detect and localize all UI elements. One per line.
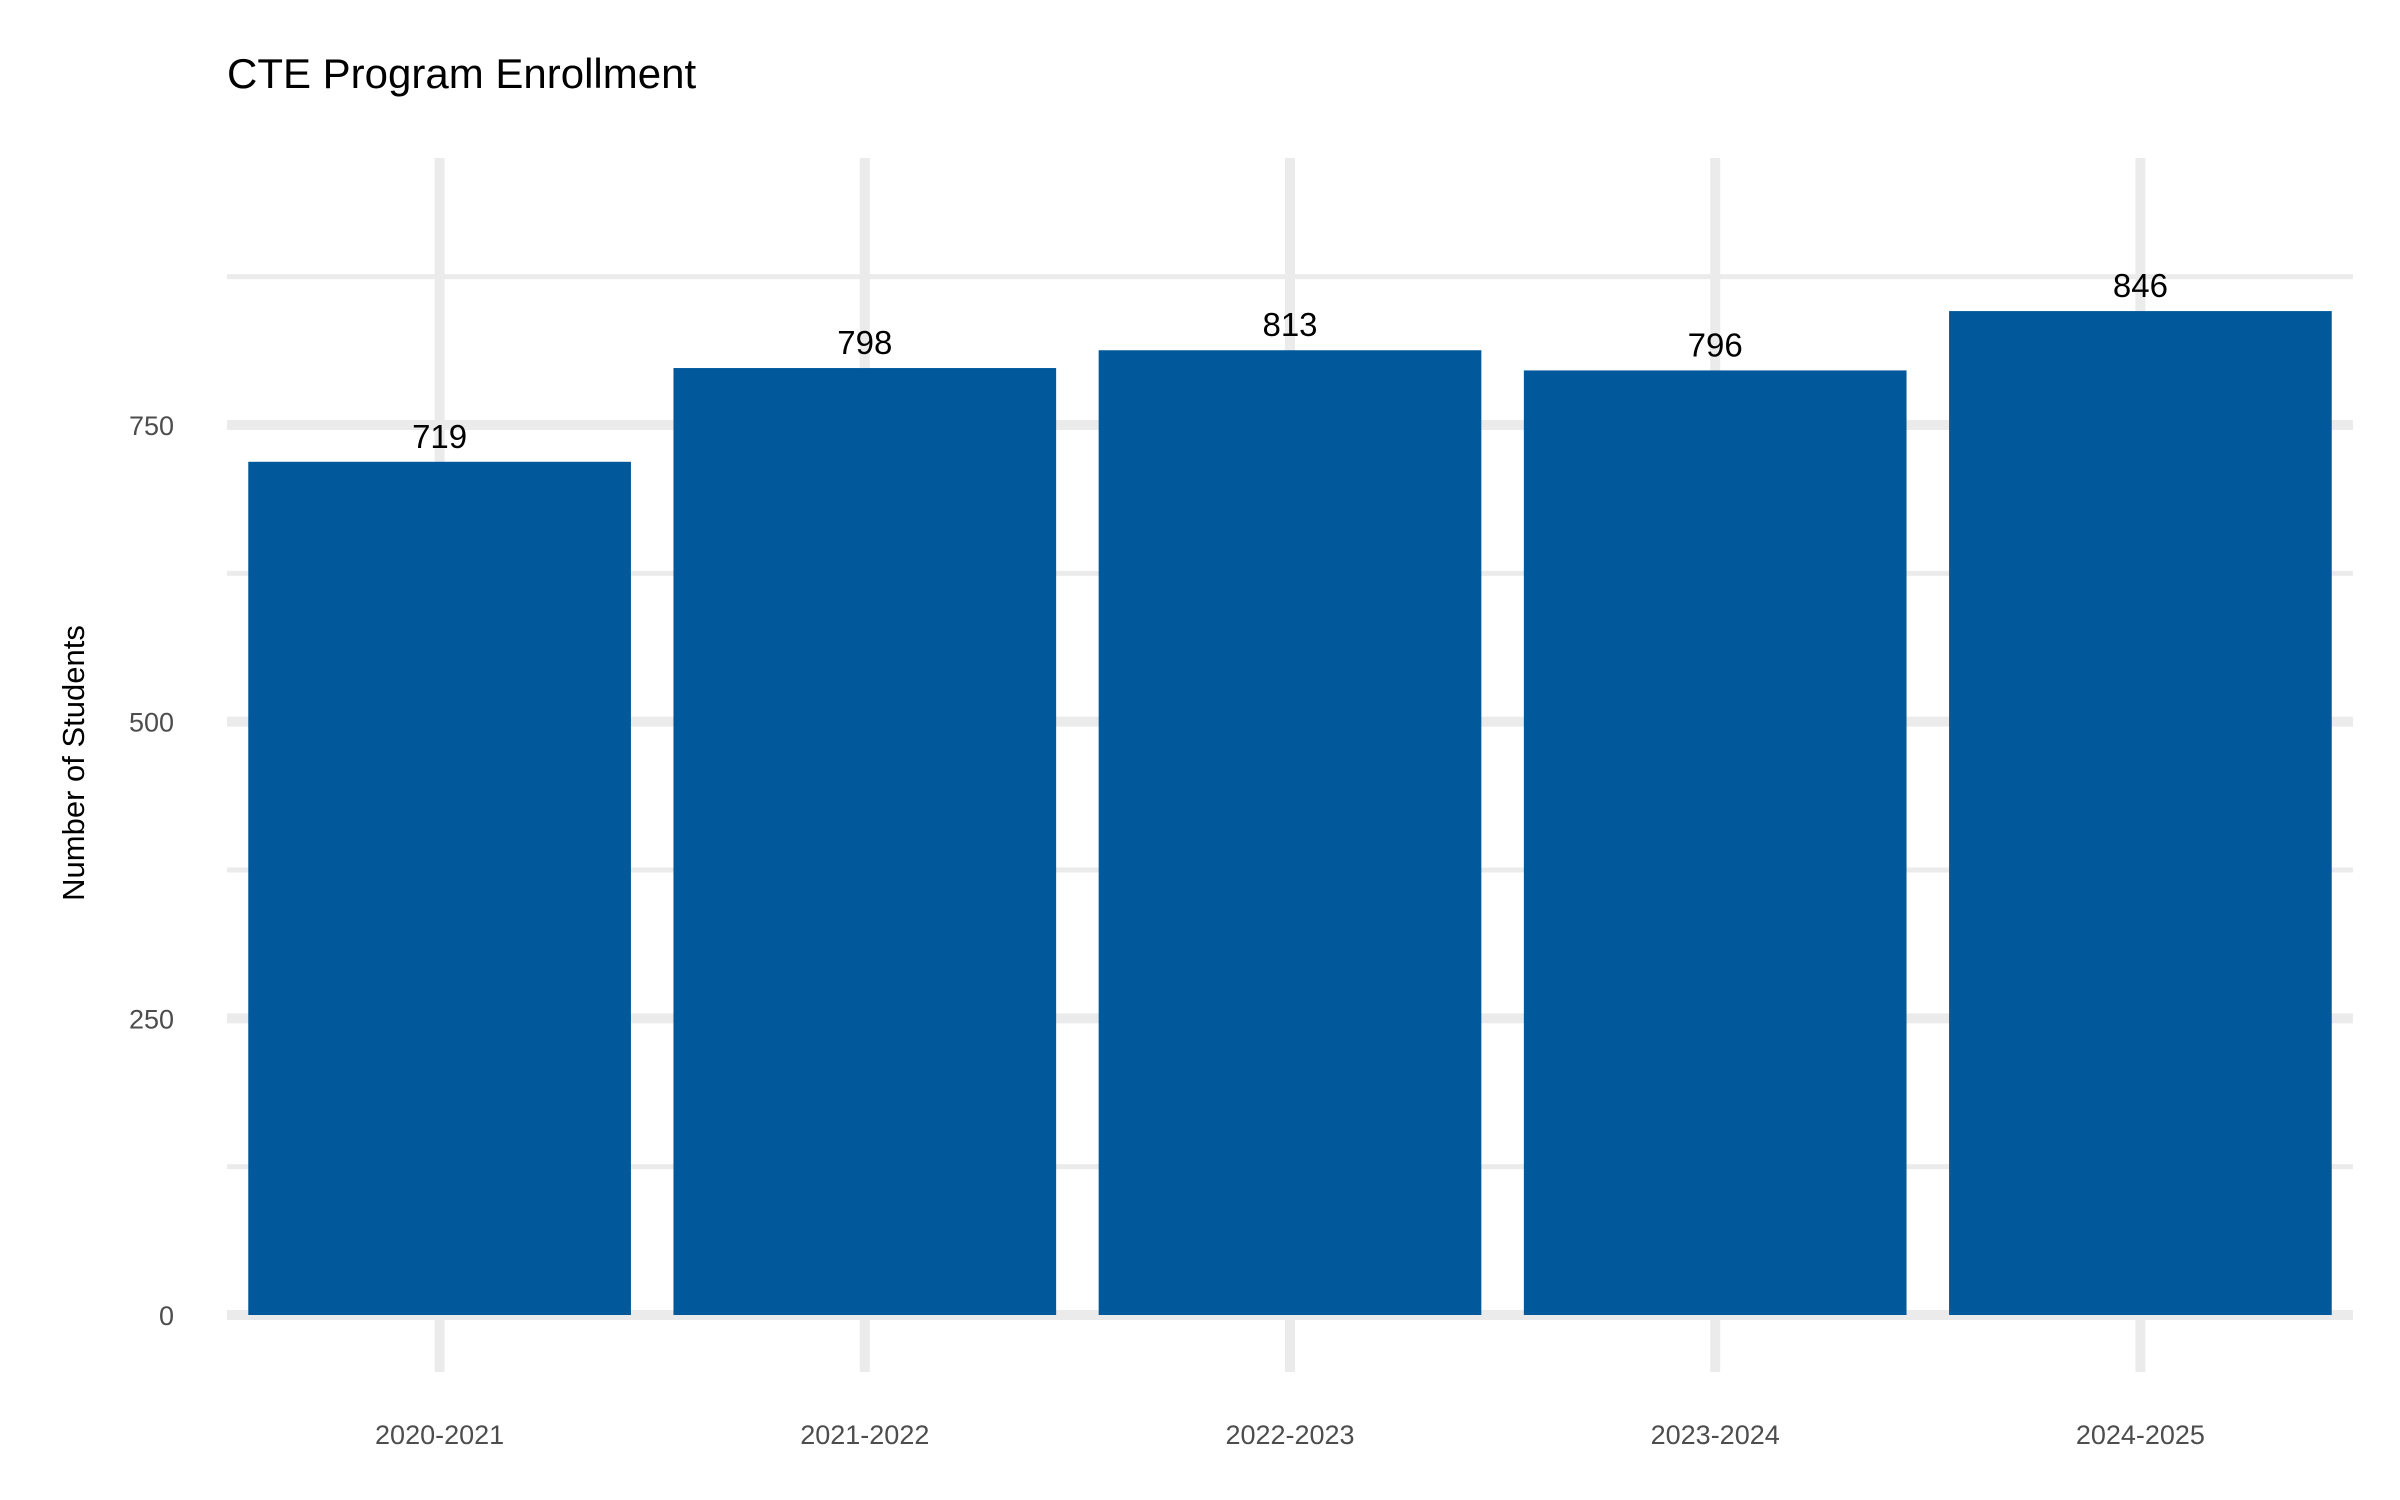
- bar-2023-2024: [1523, 370, 1907, 1315]
- y-tick-label-0: 0: [159, 1301, 174, 1331]
- y-tick-label-250: 250: [129, 1004, 174, 1034]
- bars-group: [248, 311, 2332, 1316]
- x-tick-label-2020-2021: 2020-2021: [375, 1420, 504, 1450]
- value-label-2020-2021: 719: [412, 418, 467, 455]
- x-tick-label-2021-2022: 2021-2022: [800, 1420, 929, 1450]
- x-axis-ticks: 2020-2021 2021-2022 2022-2023 2023-2024 2024…: [375, 1420, 2205, 1450]
- bar-2021-2022: [673, 368, 1057, 1315]
- value-label-2023-2024: 796: [1688, 326, 1743, 363]
- value-labels-group: 719 798 813 796 846: [412, 267, 2168, 455]
- y-tick-label-750: 750: [129, 411, 174, 441]
- y-tick-label-500: 500: [129, 708, 174, 738]
- bar-2024-2025: [1949, 311, 2332, 1316]
- value-label-2022-2023: 813: [1262, 306, 1317, 343]
- bar-2022-2023: [1098, 350, 1482, 1315]
- value-label-2021-2022: 798: [837, 324, 892, 361]
- y-axis-label: Number of Students: [56, 625, 91, 901]
- value-label-2024-2025: 846: [2113, 267, 2168, 304]
- bar-2020-2021: [248, 461, 631, 1316]
- x-tick-label-2022-2023: 2022-2023: [1225, 1420, 1354, 1450]
- chart-title: CTE Program Enrollment: [227, 50, 696, 97]
- y-axis-ticks: 0 250 500 750: [129, 411, 174, 1331]
- x-tick-label-2023-2024: 2023-2024: [1651, 1420, 1780, 1450]
- x-tick-label-2024-2025: 2024-2025: [2076, 1420, 2205, 1450]
